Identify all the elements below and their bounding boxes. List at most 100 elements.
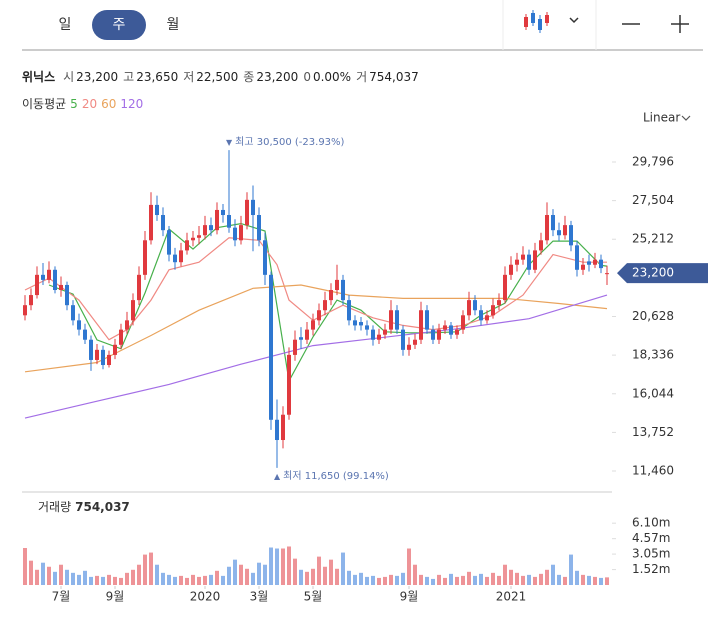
- volume-bar: [83, 570, 87, 585]
- volume-bar: [233, 559, 237, 585]
- zoom-in-button[interactable]: [671, 15, 689, 33]
- candle-body: [185, 240, 189, 251]
- tab[interactable]: 월: [167, 17, 180, 33]
- candle-body: [281, 414, 285, 441]
- candle-body: [125, 320, 129, 330]
- quote-value: 23,650: [136, 70, 179, 84]
- candle-body: [173, 254, 177, 263]
- candle-body: [275, 419, 279, 441]
- volume-bar: [203, 575, 207, 585]
- ma-legend-item: 5: [70, 97, 78, 111]
- volume-bar: [359, 572, 363, 585]
- chart-type-button[interactable]: [524, 10, 579, 33]
- volume-bar: [245, 568, 249, 585]
- candle-body: [401, 329, 405, 350]
- volume-bar: [71, 572, 75, 585]
- volume-bar: [347, 570, 351, 585]
- ma-line: [24, 284, 608, 373]
- candle-body: [251, 199, 255, 216]
- candle-body: [413, 339, 417, 345]
- volume-bar: [269, 547, 273, 585]
- volume-bar: [401, 572, 405, 585]
- volume-bar: [461, 575, 465, 585]
- candle-body: [587, 261, 591, 265]
- y-tick-label: 18,336: [632, 348, 674, 362]
- ma-line: [24, 294, 608, 419]
- volume-bar: [377, 577, 381, 585]
- volume-bar: [605, 577, 609, 585]
- candle-body: [47, 269, 51, 280]
- candle-body: [257, 215, 261, 241]
- candle-body: [527, 254, 531, 270]
- candle-body: [593, 259, 597, 265]
- volume-bar: [371, 575, 375, 585]
- candle-body: [191, 237, 195, 241]
- volume-bar: [281, 548, 285, 585]
- candle-body: [551, 215, 555, 231]
- candle-body: [563, 225, 567, 236]
- volume-bar: [251, 572, 255, 585]
- annotation-text: 최저 11,650 (99.14%): [283, 470, 389, 482]
- candle-body: [65, 284, 69, 306]
- volume-bar: [563, 576, 567, 585]
- volume-bar: [143, 554, 147, 585]
- candle-body: [431, 329, 435, 340]
- volume-bar: [425, 576, 429, 585]
- stock-name: 위닉스: [22, 70, 56, 84]
- candle-body: [419, 310, 423, 340]
- candle-body: [389, 310, 393, 330]
- volume-bar: [569, 554, 573, 585]
- candle-body: [455, 329, 459, 335]
- volume-bar: [215, 570, 219, 585]
- price-tag: [617, 263, 708, 284]
- volume-bar: [209, 574, 213, 585]
- volume-bar: [59, 564, 63, 585]
- candle-body: [533, 250, 537, 270]
- ma-legend-item: 20: [81, 97, 98, 111]
- volume-bar: [497, 575, 501, 585]
- candle-body: [347, 300, 351, 321]
- volume-bar: [329, 559, 333, 585]
- candle-body: [359, 322, 363, 326]
- volume-bar: [221, 575, 225, 585]
- candle-body: [143, 240, 147, 275]
- candle-body: [95, 349, 99, 360]
- candle-body: [539, 240, 543, 251]
- volume-bar: [503, 564, 507, 585]
- candle-body: [305, 329, 309, 340]
- volume-bar: [173, 576, 177, 585]
- volume-bar: [257, 562, 261, 585]
- quote-label: 시: [63, 70, 75, 84]
- quote-label: 거: [356, 70, 368, 84]
- volume-bar: [521, 575, 525, 585]
- annotation-marker: ▲: [274, 471, 281, 480]
- volume-bar: [107, 574, 111, 585]
- candle-body: [521, 254, 525, 260]
- candle-body: [149, 204, 153, 241]
- volume-bar: [23, 548, 27, 585]
- volume-title-label: 거래량: [38, 500, 71, 514]
- candle-body: [557, 230, 561, 236]
- volume-bar: [263, 564, 267, 585]
- candle-body: [605, 273, 609, 275]
- y-tick-label: 29,796: [632, 154, 674, 168]
- quote-value: 754,037: [369, 70, 419, 84]
- volume-bar: [473, 575, 477, 585]
- volume-bar: [443, 577, 447, 585]
- candle-body: [119, 329, 123, 345]
- candle-body: [203, 225, 207, 236]
- tab[interactable]: 일: [59, 17, 72, 33]
- volume-bar: [479, 573, 483, 585]
- candle-body: [71, 305, 75, 321]
- quote-label: 저: [183, 70, 195, 84]
- scale-label[interactable]: Linear: [643, 111, 680, 125]
- tab[interactable]: 주: [113, 17, 126, 33]
- scale-chevron[interactable]: [681, 115, 691, 121]
- candle-body: [383, 329, 387, 335]
- volume-title: 거래량 754,037: [38, 500, 130, 514]
- x-tick-label: 9월: [400, 590, 419, 604]
- candle-body: [299, 337, 303, 340]
- annotation: ▼ 최고 30,500 (-23.93%): [226, 136, 345, 148]
- volume-bar: [551, 564, 555, 585]
- volume-bar: [491, 572, 495, 585]
